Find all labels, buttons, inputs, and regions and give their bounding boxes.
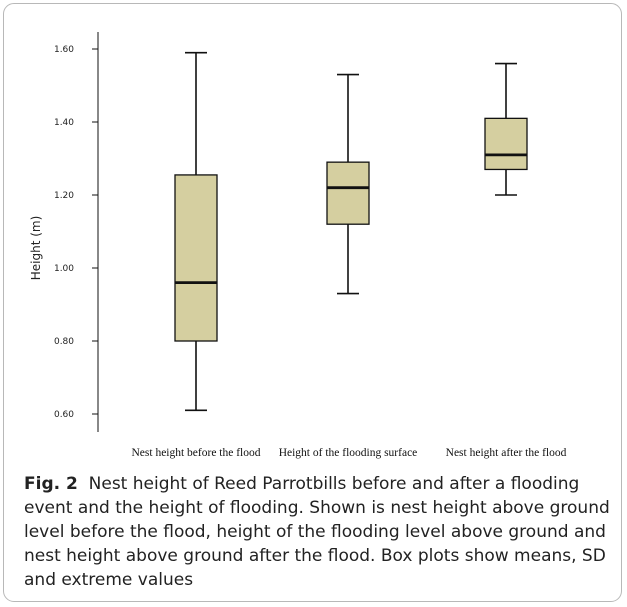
y-tick-label: 1.60 bbox=[54, 45, 74, 55]
box-plot-chart: Height (m) 0.60 0.80 1.00 1.20 1.40 1.60 Nest… bbox=[29, 32, 567, 459]
box-2 bbox=[326, 73, 370, 295]
category-label: Nest height before the flood bbox=[131, 447, 260, 459]
y-tick-label: 1.00 bbox=[54, 264, 74, 274]
figure-caption: Fig. 2 Nest height of Reed Parrotbills b… bbox=[24, 472, 616, 592]
iqr-box bbox=[484, 117, 528, 171]
y-tick-label: 0.80 bbox=[54, 337, 74, 347]
category-label: Nest height after the flood bbox=[446, 447, 567, 459]
category-labels: Nest height before the flood Height of th… bbox=[131, 447, 566, 459]
y-tick-label: 0.60 bbox=[54, 410, 74, 420]
y-axis-title: Height (m) bbox=[29, 216, 43, 281]
boxes-group bbox=[174, 51, 528, 412]
y-axis-ticks: 0.60 0.80 1.00 1.20 1.40 1.60 bbox=[54, 45, 98, 420]
box-1 bbox=[174, 51, 218, 412]
iqr-box bbox=[174, 174, 218, 342]
box-3 bbox=[484, 62, 528, 196]
category-label: Height of the flooding surface bbox=[279, 447, 418, 459]
iqr-box bbox=[326, 161, 370, 225]
caption-label: Fig. 2 bbox=[24, 474, 78, 494]
y-tick-label: 1.20 bbox=[54, 191, 74, 201]
y-tick-label: 1.40 bbox=[54, 118, 74, 128]
caption-text: Nest height of Reed Parrotbills before a… bbox=[24, 474, 610, 590]
figure-frame: Height (m) 0.60 0.80 1.00 1.20 1.40 1.60 Nest… bbox=[3, 3, 622, 602]
